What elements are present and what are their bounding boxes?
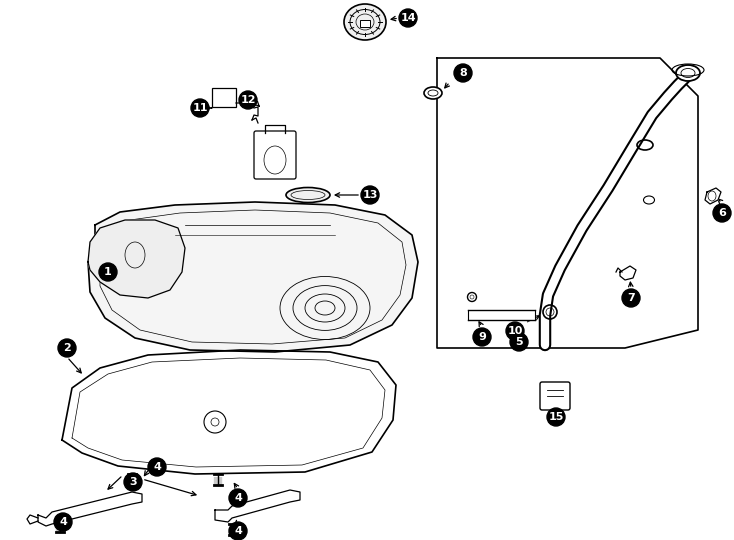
Circle shape: [473, 328, 491, 346]
Text: 3: 3: [129, 477, 137, 487]
Circle shape: [229, 522, 247, 540]
Polygon shape: [215, 490, 300, 522]
Circle shape: [506, 322, 524, 340]
Text: 2: 2: [63, 343, 71, 353]
Ellipse shape: [424, 87, 442, 99]
Text: 4: 4: [234, 526, 242, 536]
Text: 11: 11: [192, 103, 208, 113]
Text: 13: 13: [363, 190, 378, 200]
Circle shape: [361, 186, 379, 204]
Circle shape: [124, 473, 142, 491]
Circle shape: [547, 408, 565, 426]
Circle shape: [399, 9, 417, 27]
Polygon shape: [88, 202, 418, 352]
FancyBboxPatch shape: [540, 382, 570, 410]
Circle shape: [510, 333, 528, 351]
Circle shape: [99, 263, 117, 281]
Circle shape: [229, 489, 247, 507]
Circle shape: [622, 289, 640, 307]
Text: 12: 12: [240, 95, 255, 105]
Ellipse shape: [676, 65, 700, 81]
Circle shape: [191, 99, 209, 117]
Polygon shape: [620, 266, 636, 280]
Bar: [360, 20, 370, 27]
Text: 6: 6: [718, 208, 726, 218]
Circle shape: [239, 91, 257, 109]
Circle shape: [454, 64, 472, 82]
Text: 10: 10: [507, 326, 523, 336]
Ellipse shape: [344, 4, 386, 40]
Circle shape: [54, 513, 72, 531]
Polygon shape: [437, 58, 698, 348]
FancyBboxPatch shape: [254, 131, 296, 179]
Bar: [212, 88, 236, 107]
Text: 4: 4: [153, 462, 161, 472]
Text: 4: 4: [234, 493, 242, 503]
Polygon shape: [705, 188, 721, 204]
Polygon shape: [62, 350, 396, 474]
Polygon shape: [38, 492, 142, 526]
Circle shape: [58, 339, 76, 357]
Text: 4: 4: [59, 517, 67, 527]
Circle shape: [713, 204, 731, 222]
Text: 7: 7: [627, 293, 635, 303]
Text: 1: 1: [104, 267, 112, 277]
Text: 14: 14: [400, 13, 416, 23]
Circle shape: [148, 458, 166, 476]
Ellipse shape: [286, 187, 330, 202]
Text: 5: 5: [515, 337, 523, 347]
Text: 8: 8: [459, 68, 467, 78]
Text: 9: 9: [478, 332, 486, 342]
Text: 15: 15: [548, 412, 564, 422]
Polygon shape: [88, 220, 185, 298]
